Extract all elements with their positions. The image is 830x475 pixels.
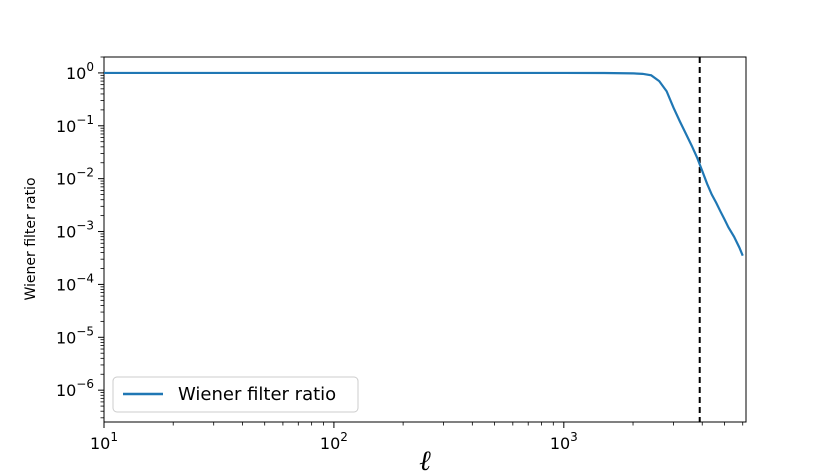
y-tick-label: 10−2 [56, 166, 94, 189]
legend: Wiener filter ratio [112, 376, 359, 413]
y-tick-label: 10−4 [56, 271, 94, 294]
y-tick-label: 100 [66, 60, 94, 83]
series-line-0 [104, 71, 744, 257]
y-tick-label: 10−1 [56, 113, 94, 136]
plot-frame [103, 56, 747, 423]
y-tick-label: 10−5 [56, 324, 94, 347]
y-tick-label: 10−3 [56, 219, 94, 242]
x-axis-label: ℓ [419, 444, 431, 475]
axes-box [103, 56, 747, 423]
x-tick-label: 101 [90, 430, 118, 453]
x-tick-label: 102 [320, 430, 348, 453]
x-axis: 101 102 103 [90, 422, 744, 453]
y-tick-label: 10−6 [56, 377, 94, 400]
legend-label: Wiener filter ratio [178, 384, 336, 405]
y-axis-label: Wiener filter ratio [23, 177, 39, 300]
x-tick-label: 103 [550, 430, 578, 453]
series-group [104, 71, 744, 257]
y-axis: 100 10−1 10−2 10−3 10−4 10−5 10−6 [56, 56, 104, 419]
legend-box [112, 376, 359, 413]
